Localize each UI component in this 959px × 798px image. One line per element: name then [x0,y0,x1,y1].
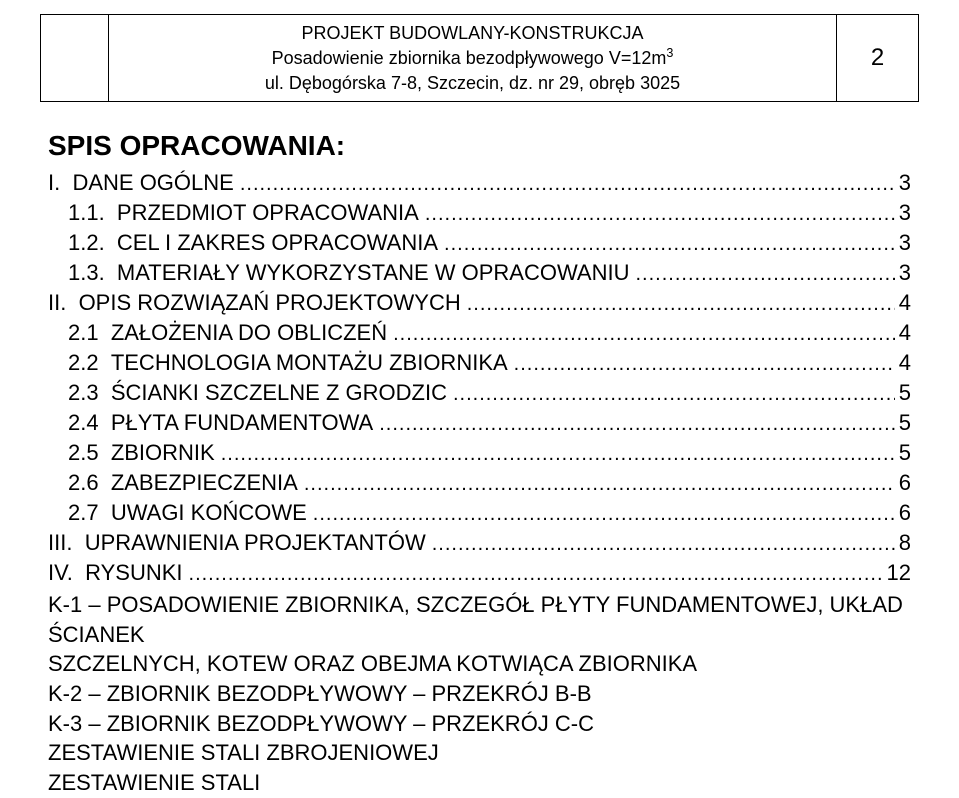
toc-label: RYSUNKI [85,558,186,588]
toc-label: PŁYTA FUNDAMENTOWA [111,408,377,438]
toc-line: I. DANE OGÓLNE 3 [48,168,911,198]
toc-num: 1.2. [68,228,117,258]
toc-line: 2.6 ZABEZPIECZENIA 6 [48,468,911,498]
toc-line: 1.2. CEL I ZAKRES OPRACOWANIA 3 [48,228,911,258]
toc-leader-dots [238,171,895,198]
toc-page: 4 [895,348,911,378]
toc-num: 2.6 [68,468,111,498]
toc-line: 2.7 UWAGI KOŃCOWE 6 [48,498,911,528]
header-line-1: PROJEKT BUDOWLANY-KONSTRUKCJA [117,21,828,45]
toc-leader-dots [219,441,895,468]
toc-page: 3 [895,168,911,198]
toc-num: 2.2 [68,348,111,378]
header-page-number: 2 [837,15,919,102]
toc-leader-dots [187,561,883,588]
toc-num: 2.7 [68,498,111,528]
header-left-cell [41,15,109,102]
toc-label: MATERIAŁY WYKORZYSTANE W OPRACOWANIU [117,258,634,288]
toc-label: ZABEZPIECZENIA [111,468,302,498]
toc-leader-dots [423,201,895,228]
toc-leader-dots [512,351,895,378]
toc-num: 2.4 [68,408,111,438]
after-line: K-1 – POSADOWIENIE ZBIORNIKA, SZCZEGÓŁ P… [48,590,911,649]
toc-num: 1.3. [68,258,117,288]
toc-line: IV. RYSUNKI 12 [48,558,911,588]
toc-label: TECHNOLOGIA MONTAŻU ZBIORNIKA [111,348,512,378]
toc-line: 2.2 TECHNOLOGIA MONTAŻU ZBIORNIKA 4 [48,348,911,378]
toc-label: UPRAWNIENIA PROJEKTANTÓW [85,528,430,558]
toc-label: OPIS ROZWIĄZAŃ PROJEKTOWYCH [79,288,465,318]
after-line: SZCZELNYCH, KOTEW ORAZ OBEJMA KOTWIĄCA Z… [48,649,911,679]
toc-label: CEL I ZAKRES OPRACOWANIA [117,228,442,258]
toc-title: SPIS OPRACOWANIA: [48,130,911,162]
toc-page: 6 [895,498,911,528]
toc-page: 5 [895,378,911,408]
toc-num: 2.1 [68,318,111,348]
toc-line: 1.3. MATERIAŁY WYKORZYSTANE W OPRACOWANI… [48,258,911,288]
after-container: K-1 – POSADOWIENIE ZBIORNIKA, SZCZEGÓŁ P… [48,590,911,798]
toc-num: 2.3 [68,378,111,408]
toc-label: DANE OGÓLNE [72,168,237,198]
toc-leader-dots [465,291,895,318]
toc-line: 2.3 ŚCIANKI SZCZELNE Z GRODZIC 5 [48,378,911,408]
header-center-cell: PROJEKT BUDOWLANY-KONSTRUKCJA Posadowien… [109,15,837,102]
after-line: ZESTAWIENIE STALI [48,768,911,798]
toc-leader-dots [442,231,895,258]
toc-line: 2.1 ZAŁOŻENIA DO OBLICZEŃ 4 [48,318,911,348]
toc-label: ZBIORNIK [111,438,219,468]
toc-page: 3 [895,228,911,258]
toc-page: 6 [895,468,911,498]
toc-page: 8 [895,528,911,558]
toc-leader-dots [451,381,895,408]
toc-leader-dots [634,261,895,288]
toc-leader-dots [377,411,895,438]
toc-page: 12 [883,558,911,588]
toc-page: 4 [895,288,911,318]
toc-page: 5 [895,438,911,468]
toc-leader-dots [391,321,895,348]
toc-leader-dots [302,471,895,498]
toc-num: II. [48,288,79,318]
toc-line: 1.1. PRZEDMIOT OPRACOWANIA 3 [48,198,911,228]
document-header-table: PROJEKT BUDOWLANY-KONSTRUKCJA Posadowien… [40,14,919,102]
toc-label: ZAŁOŻENIA DO OBLICZEŃ [111,318,391,348]
after-line: K-3 – ZBIORNIK BEZODPŁYWOWY – PRZEKRÓJ C… [48,709,911,739]
toc-num: I. [48,168,72,198]
content-area: SPIS OPRACOWANIA: I. DANE OGÓLNE31.1. PR… [48,130,911,798]
header-line-2-sup: 3 [666,46,673,60]
header-line-3: ul. Dębogórska 7-8, Szczecin, dz. nr 29,… [117,71,828,95]
toc-num: III. [48,528,85,558]
toc-line: II. OPIS ROZWIĄZAŃ PROJEKTOWYCH 4 [48,288,911,318]
toc-leader-dots [311,501,895,528]
header-line-2-pre: Posadowienie zbiornika bezodpływowego V=… [272,48,667,68]
toc-container: I. DANE OGÓLNE31.1. PRZEDMIOT OPRACOWANI… [48,168,911,588]
after-line: ZESTAWIENIE STALI ZBROJENIOWEJ [48,738,911,768]
toc-label: ŚCIANKI SZCZELNE Z GRODZIC [111,378,451,408]
toc-page: 3 [895,258,911,288]
toc-num: 1.1. [68,198,117,228]
toc-line: 2.5 ZBIORNIK 5 [48,438,911,468]
toc-page: 3 [895,198,911,228]
toc-leader-dots [430,531,895,558]
after-line: K-2 – ZBIORNIK BEZODPŁYWOWY – PRZEKRÓJ B… [48,679,911,709]
toc-label: UWAGI KOŃCOWE [111,498,311,528]
toc-page: 5 [895,408,911,438]
toc-line: 2.4 PŁYTA FUNDAMENTOWA 5 [48,408,911,438]
toc-page: 4 [895,318,911,348]
header-line-2: Posadowienie zbiornika bezodpływowego V=… [117,45,828,70]
toc-label: PRZEDMIOT OPRACOWANIA [117,198,423,228]
toc-num: 2.5 [68,438,111,468]
toc-line: III. UPRAWNIENIA PROJEKTANTÓW 8 [48,528,911,558]
toc-num: IV. [48,558,85,588]
